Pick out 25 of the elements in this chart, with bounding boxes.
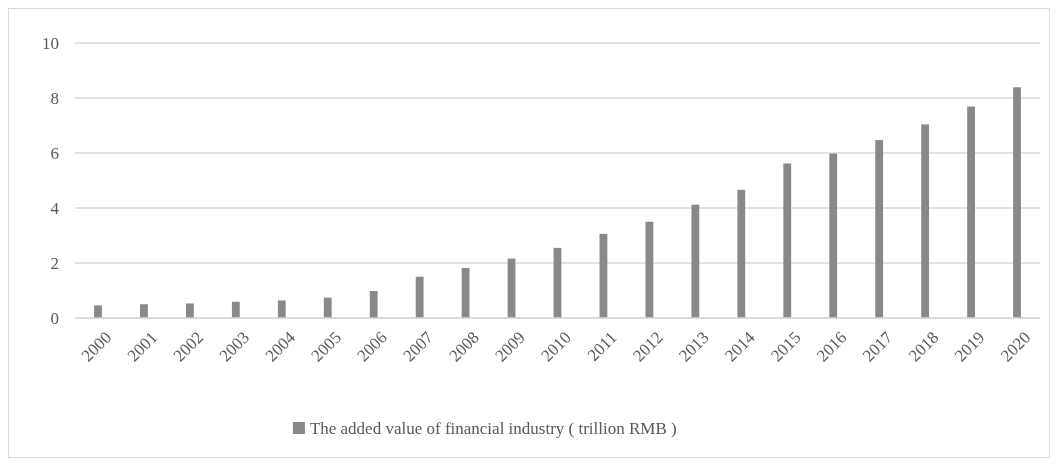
y-tick-label: 8: [50, 88, 59, 108]
bar: [94, 305, 102, 318]
bar: [323, 297, 332, 318]
bar: [140, 304, 148, 318]
bar: [967, 106, 975, 318]
y-tick-label: 6: [50, 143, 59, 163]
bar: [277, 300, 286, 318]
legend-label: The added value of financial industry ( trillion RMB ): [309, 418, 677, 438]
bar: [829, 153, 838, 318]
bar: [461, 267, 470, 318]
bar: [645, 221, 654, 318]
y-tick-label: 2: [50, 253, 59, 273]
bar: [875, 140, 884, 318]
bar: [691, 204, 700, 318]
bar: [783, 163, 792, 318]
bar: [737, 189, 746, 318]
y-tick-label: 0: [50, 308, 59, 328]
bar: [921, 124, 930, 318]
y-tick-label: 10: [42, 33, 59, 53]
bar: [1013, 87, 1021, 318]
bar: [231, 301, 240, 318]
y-tick-label: 4: [50, 198, 60, 218]
bar: [369, 291, 378, 318]
bar: [415, 276, 424, 318]
bar: [185, 303, 194, 318]
